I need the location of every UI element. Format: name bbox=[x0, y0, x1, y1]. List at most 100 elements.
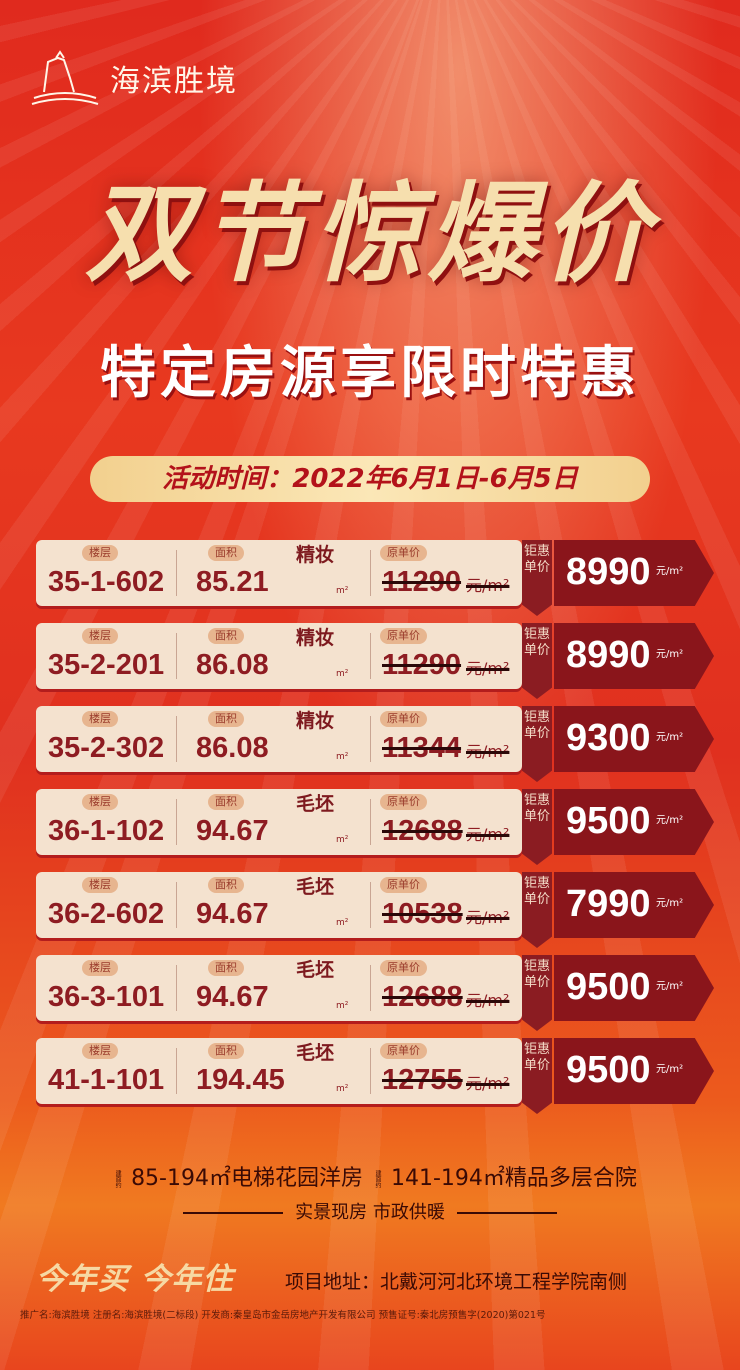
deal-price-unit: 元/m² bbox=[656, 732, 684, 743]
feature-tag: 建面约 bbox=[114, 1170, 122, 1188]
unit-row: 楼层 36-1-102 面积 94.67 m² 毛坯 原单价 12688 元/m… bbox=[36, 789, 714, 865]
floor-value: 36-3-101 bbox=[48, 981, 165, 1013]
unit-row: 楼层 35-2-201 面积 86.08 m² 精妆 原单价 11290 元/m… bbox=[36, 623, 714, 699]
deal-price-box: 9500 元/m² bbox=[554, 955, 714, 1021]
deal-tag: 钜惠单价 bbox=[522, 1038, 552, 1114]
floor-value: 36-2-602 bbox=[48, 898, 165, 930]
area-label: 面积 bbox=[208, 960, 244, 976]
divider bbox=[176, 633, 177, 679]
address: 项目地址：北戴河河北环境工程学院南侧 bbox=[285, 1271, 628, 1293]
unit-row: 楼层 36-3-101 面积 94.67 m² 毛坯 原单价 12688 元/m… bbox=[36, 955, 714, 1031]
floor-label: 楼层 bbox=[82, 628, 118, 644]
brand-name: 海滨胜境 bbox=[110, 64, 238, 99]
area-label: 面积 bbox=[208, 794, 244, 810]
area-value: 194.45 bbox=[196, 1064, 285, 1096]
area-value: 85.21 bbox=[196, 566, 269, 598]
orig-price: 10538 bbox=[382, 898, 463, 930]
orig-price-unit: 元/m² bbox=[466, 1074, 510, 1093]
deal-price: 9500 bbox=[566, 1049, 651, 1091]
deal-price: 7990 bbox=[566, 883, 651, 925]
floor-label: 楼层 bbox=[82, 877, 118, 893]
divider bbox=[176, 882, 177, 928]
area-label: 面积 bbox=[208, 628, 244, 644]
floor-value: 35-2-201 bbox=[48, 649, 165, 681]
floor-value: 35-2-302 bbox=[48, 732, 165, 764]
deal-price: 9500 bbox=[566, 800, 651, 842]
divider bbox=[176, 799, 177, 845]
deal-price: 9500 bbox=[566, 966, 651, 1008]
features-line: 建面约 85-194㎡电梯花园洋房 建面约 141-194㎡精品多层合院 bbox=[0, 1165, 740, 1193]
floor-value: 41-1-101 bbox=[48, 1064, 165, 1096]
floor-value: 35-1-602 bbox=[48, 566, 165, 598]
orig-price: 12755 bbox=[382, 1064, 463, 1096]
area-label: 面积 bbox=[208, 877, 244, 893]
area-value: 94.67 bbox=[196, 898, 269, 930]
orig-price-unit: 元/m² bbox=[466, 659, 510, 678]
feature-a: 85-194㎡电梯花园洋房 bbox=[131, 1166, 363, 1191]
deal-price-box: 9500 元/m² bbox=[554, 789, 714, 855]
feature-b: 141-194㎡精品多层合院 bbox=[391, 1166, 637, 1191]
deal-tag: 钜惠单价 bbox=[522, 789, 552, 865]
slogan: 今年买 今年住 bbox=[36, 1262, 234, 1297]
finish-type: 毛坯 bbox=[296, 1042, 335, 1064]
deal-price: 8990 bbox=[566, 634, 651, 676]
area-value: 86.08 bbox=[196, 732, 269, 764]
area-value: 94.67 bbox=[196, 815, 269, 847]
area-label: 面积 bbox=[208, 1043, 244, 1059]
floor-label: 楼层 bbox=[82, 545, 118, 561]
deal-price-box: 8990 元/m² bbox=[554, 623, 714, 689]
finish-type: 毛坯 bbox=[296, 876, 335, 898]
unit-row: 楼层 35-1-602 面积 85.21 m² 精妆 原单价 11290 元/m… bbox=[36, 540, 714, 616]
area-unit: m² bbox=[336, 752, 349, 762]
floor-label: 楼层 bbox=[82, 960, 118, 976]
orig-price-label: 原单价 bbox=[380, 877, 427, 893]
floor-value: 36-1-102 bbox=[48, 815, 165, 847]
divider bbox=[176, 550, 177, 596]
subheadline: 特定房源享限时特惠 bbox=[100, 341, 640, 406]
floor-label: 楼层 bbox=[82, 1043, 118, 1059]
orig-price-unit: 元/m² bbox=[466, 742, 510, 761]
feature-c: 实景现房 市政供暖 bbox=[0, 1202, 740, 1224]
orig-price-label: 原单价 bbox=[380, 794, 427, 810]
deal-price-box: 9300 元/m² bbox=[554, 706, 714, 772]
deal-price-box: 8990 元/m² bbox=[554, 540, 714, 606]
area-unit: m² bbox=[336, 835, 349, 845]
divider bbox=[370, 882, 371, 928]
unit-card: 楼层 41-1-101 面积 194.45 m² 毛坯 原单价 12755 元/… bbox=[36, 1038, 522, 1104]
unit-card: 楼层 35-2-201 面积 86.08 m² 精妆 原单价 11290 元/m… bbox=[36, 623, 522, 689]
area-value: 86.08 bbox=[196, 649, 269, 681]
divider bbox=[370, 1048, 371, 1094]
area-label: 面积 bbox=[208, 545, 244, 561]
orig-price-label: 原单价 bbox=[380, 960, 427, 976]
divider bbox=[176, 1048, 177, 1094]
orig-price-unit: 元/m² bbox=[466, 576, 510, 595]
orig-price-unit: 元/m² bbox=[466, 825, 510, 844]
orig-price-label: 原单价 bbox=[380, 711, 427, 727]
deal-price-unit: 元/m² bbox=[656, 566, 684, 577]
orig-price: 12688 bbox=[382, 981, 463, 1013]
deal-tag: 钜惠单价 bbox=[522, 623, 552, 699]
unit-card: 楼层 35-2-302 面积 86.08 m² 精妆 原单价 11344 元/m… bbox=[36, 706, 522, 772]
area-unit: m² bbox=[336, 669, 349, 679]
unit-row: 楼层 35-2-302 面积 86.08 m² 精妆 原单价 11344 元/m… bbox=[36, 706, 714, 782]
deal-tag: 钜惠单价 bbox=[522, 872, 552, 948]
area-unit: m² bbox=[336, 1084, 349, 1094]
orig-price: 11290 bbox=[382, 649, 462, 681]
unit-card: 楼层 36-1-102 面积 94.67 m² 毛坯 原单价 12688 元/m… bbox=[36, 789, 522, 855]
unit-card: 楼层 35-1-602 面积 85.21 m² 精妆 原单价 11290 元/m… bbox=[36, 540, 522, 606]
deal-price-unit: 元/m² bbox=[656, 815, 684, 826]
event-time: 活动时间：2022年6月1日-6月5日 bbox=[90, 456, 650, 502]
floor-label: 楼层 bbox=[82, 794, 118, 810]
divider bbox=[176, 716, 177, 762]
deal-price-unit: 元/m² bbox=[656, 649, 684, 660]
orig-price-label: 原单价 bbox=[380, 1043, 427, 1059]
divider bbox=[370, 716, 371, 762]
area-value: 94.67 bbox=[196, 981, 269, 1013]
legal-text: 推广名:海滨胜境 注册名:海滨胜境(二标段) 开发商:秦皇岛市金岳房地产开发有限… bbox=[20, 1310, 546, 1321]
area-label: 面积 bbox=[208, 711, 244, 727]
divider bbox=[370, 550, 371, 596]
divider bbox=[176, 965, 177, 1011]
divider bbox=[370, 965, 371, 1011]
area-unit: m² bbox=[336, 918, 349, 928]
floor-label: 楼层 bbox=[82, 711, 118, 727]
